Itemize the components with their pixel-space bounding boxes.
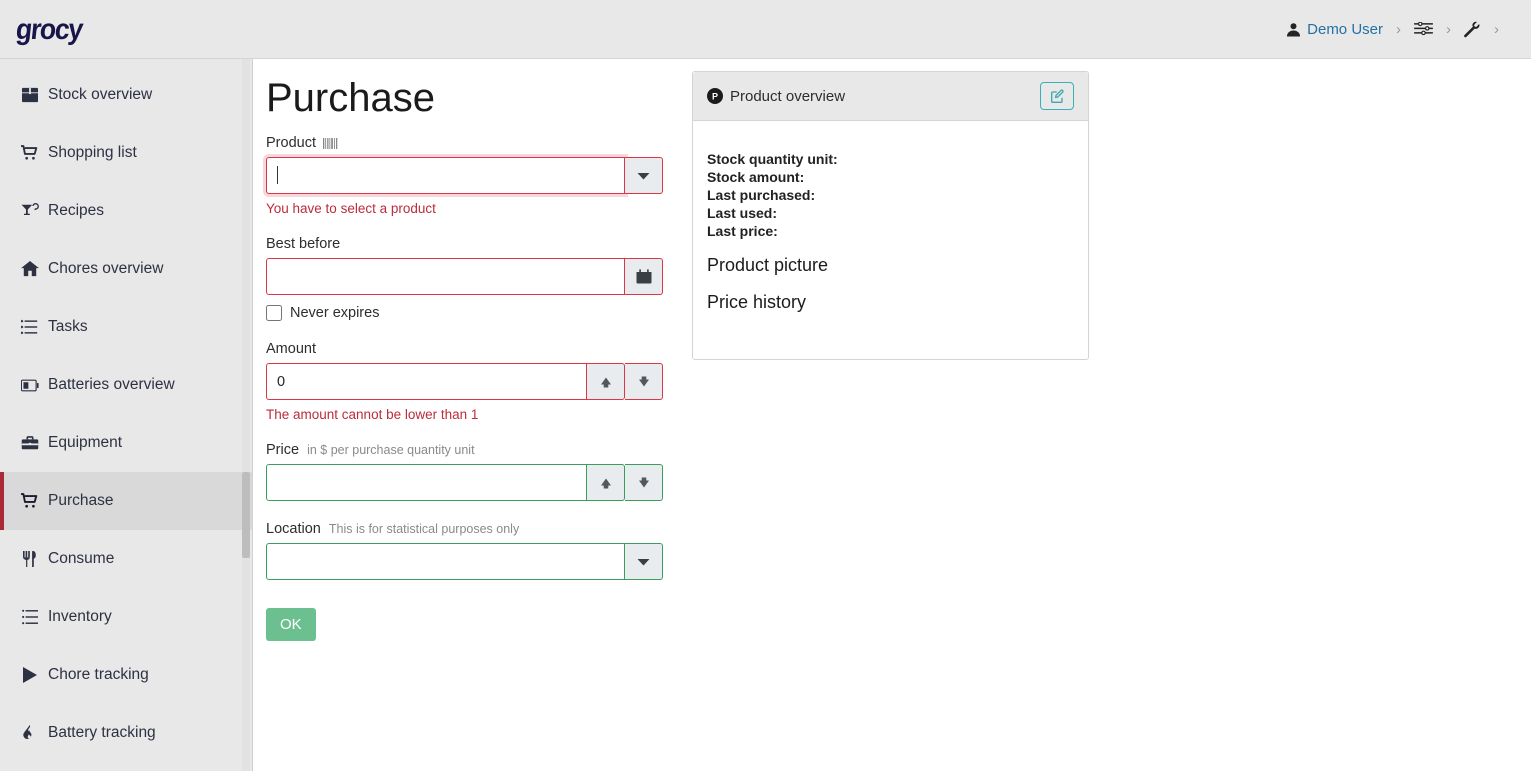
- svg-text:P: P: [712, 92, 718, 102]
